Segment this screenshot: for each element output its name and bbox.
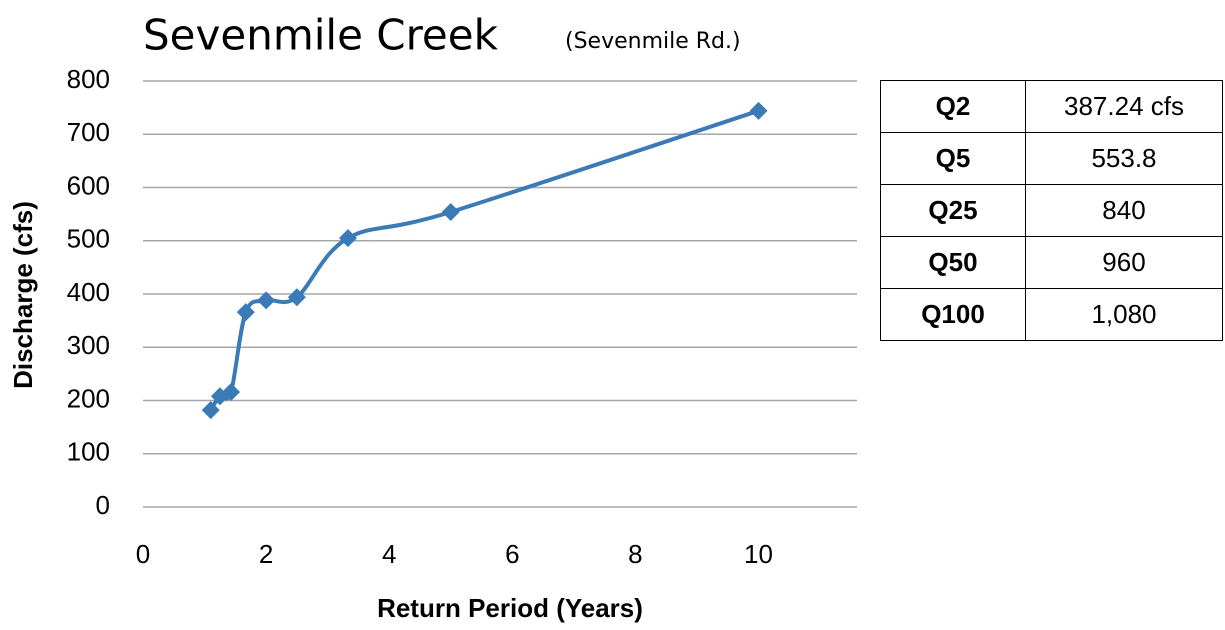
y-tick-label: 300 [67,330,110,360]
table-row: Q50 960 [880,236,1223,289]
y-tick-label: 400 [67,277,110,307]
table-row: Q25 840 [880,184,1223,237]
point-marker [201,401,220,420]
flow-label: Q100 [880,288,1026,341]
flow-label: Q2 [880,80,1026,133]
point-marker [236,303,255,322]
flow-label: Q5 [880,132,1026,185]
flow-value: 840 [1025,184,1223,237]
y-tick-label: 600 [67,170,110,200]
x-tick-label: 0 [136,539,150,569]
table-row: Q2 387.24 cfs [880,80,1223,133]
y-tick-label: 0 [96,490,110,520]
flow-value: 387.24 cfs [1025,80,1223,133]
point-marker [749,101,768,120]
point-marker [222,382,241,401]
table-row: Q100 1,080 [880,288,1223,341]
flow-label: Q50 [880,236,1026,289]
y-axis-title: Discharge (cfs) [8,201,38,389]
point-marker [287,288,306,307]
chart-title: Sevenmile Creek [143,11,499,60]
x-tick-label: 10 [744,539,773,569]
y-tick-label: 700 [67,117,110,147]
point-marker [338,229,357,248]
flow-label: Q25 [880,184,1026,237]
point-marker [257,291,276,310]
flow-value: 960 [1025,236,1223,289]
flow-value: 553.8 [1025,132,1223,185]
x-tick-label: 6 [505,539,519,569]
x-tick-label: 2 [259,539,273,569]
y-tick-label: 500 [67,224,110,254]
point-marker [441,202,460,221]
y-tick-label: 100 [67,437,110,467]
x-axis-title: Return Period (Years) [377,593,643,623]
series-line [209,108,760,412]
y-tick-label: 200 [67,383,110,413]
x-tick-label: 8 [628,539,642,569]
table-row: Q5 553.8 [880,132,1223,185]
chart-subtitle: (Sevenmile Rd.) [565,29,741,54]
x-tick-label: 4 [382,539,396,569]
y-tick-label: 800 [67,64,110,94]
summary-table: Q2 387.24 cfs Q5 553.8 Q25 840 Q50 960 Q100 1,080 [880,80,1223,341]
flow-value: 1,080 [1025,288,1223,341]
